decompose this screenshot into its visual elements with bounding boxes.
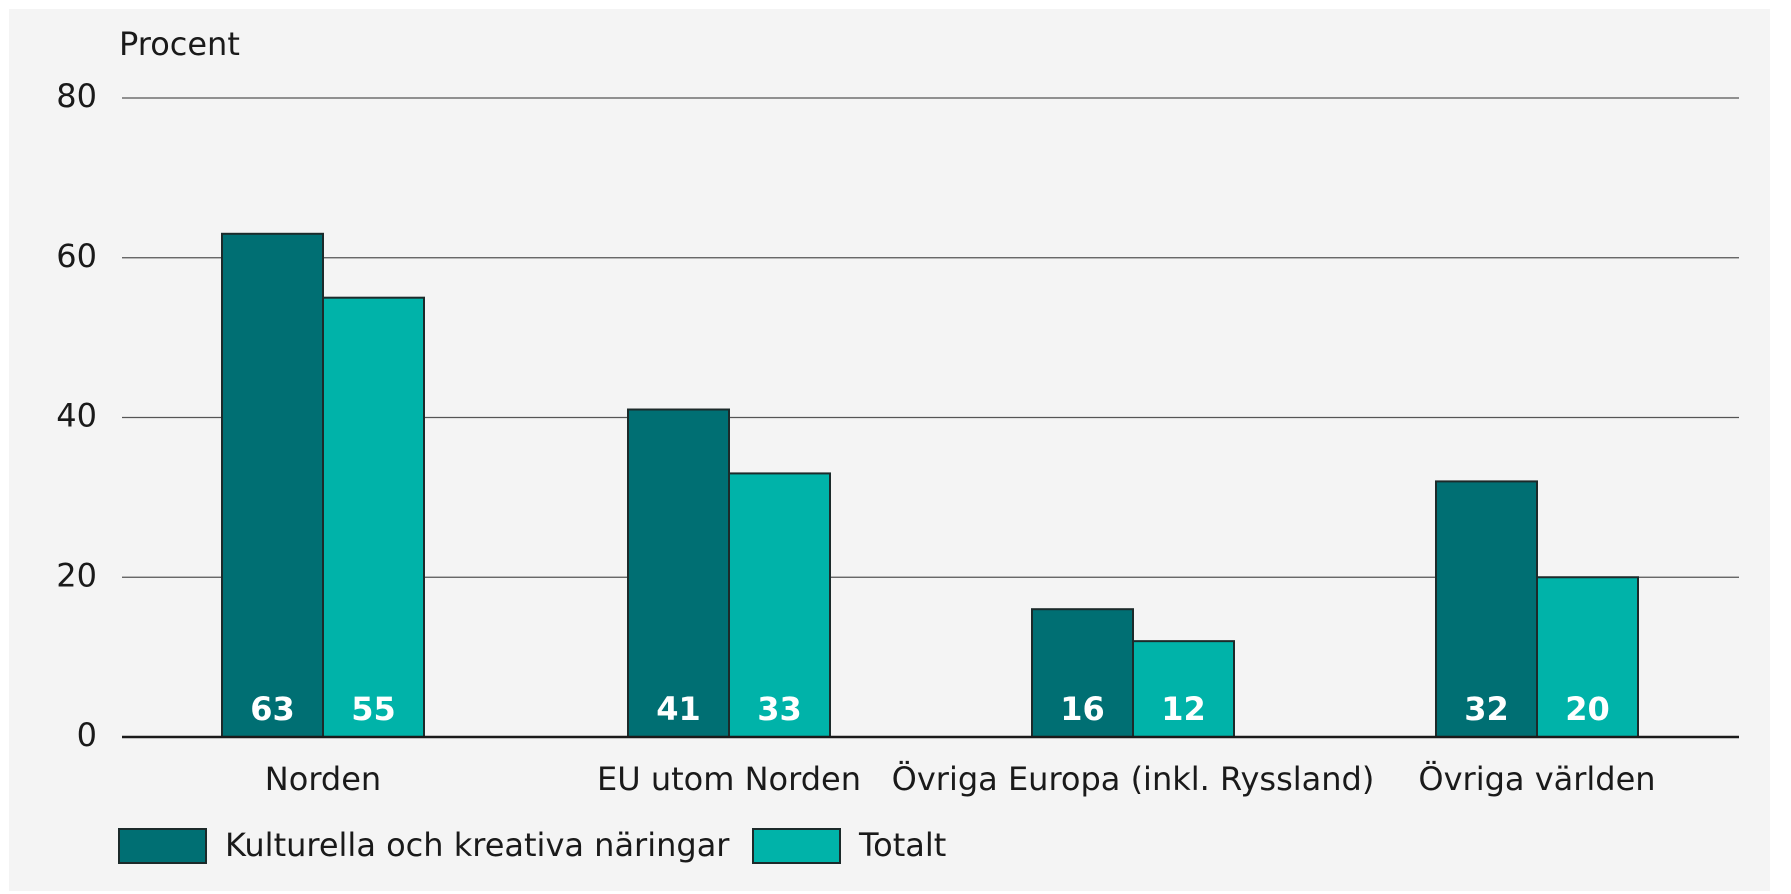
bar xyxy=(627,408,730,738)
x-tick-label: Övriga världen xyxy=(1418,760,1655,798)
y-tick-label: 80 xyxy=(56,77,97,115)
value-label: 12 xyxy=(1161,690,1206,728)
legend-label: Totalt xyxy=(858,826,946,864)
value-label: 63 xyxy=(250,690,295,728)
bar xyxy=(221,232,324,738)
y-tick-label: 40 xyxy=(56,397,97,435)
value-label: 32 xyxy=(1464,690,1509,728)
x-tick-label: Övriga Europa (inkl. Ryssland) xyxy=(892,760,1375,798)
legend-label: Kulturella och kreativa näringar xyxy=(225,826,730,864)
bar xyxy=(728,472,831,738)
y-axis-label: Procent xyxy=(119,25,240,63)
y-tick-label: 20 xyxy=(56,556,97,594)
bar xyxy=(322,296,425,738)
bar xyxy=(1132,640,1235,739)
value-label: 16 xyxy=(1060,690,1105,728)
legend-swatch xyxy=(752,828,841,864)
value-label: 55 xyxy=(351,690,396,728)
x-tick-label: Norden xyxy=(265,760,381,798)
legend-swatch xyxy=(118,828,207,864)
bar xyxy=(1536,576,1639,738)
value-label: 33 xyxy=(757,690,802,728)
y-tick-label: 60 xyxy=(56,237,97,275)
x-tick-label: EU utom Norden xyxy=(597,760,861,798)
value-label: 20 xyxy=(1565,690,1610,728)
value-label: 41 xyxy=(656,690,701,728)
y-tick-label: 0 xyxy=(77,716,97,754)
